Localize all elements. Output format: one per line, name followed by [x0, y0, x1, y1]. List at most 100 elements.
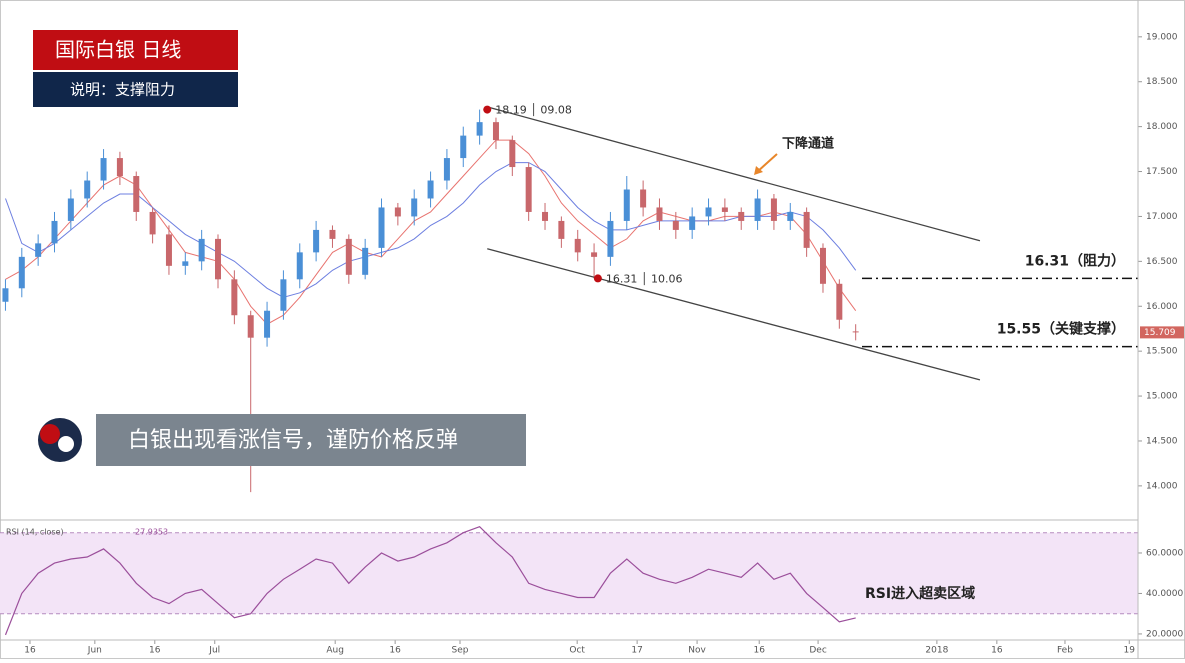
candle-body [411, 198, 418, 217]
candle-body [721, 207, 728, 212]
candle-body [100, 158, 107, 181]
x-tick-label: 16 [991, 646, 1003, 656]
y-tick-label: 18.000 [1146, 122, 1178, 132]
candle-body [182, 261, 189, 266]
banner-box [96, 414, 526, 466]
x-tick-label: 16 [753, 646, 765, 656]
x-tick-label: 2018 [925, 646, 948, 656]
candle-body [231, 279, 238, 316]
rsi-band [0, 532, 1138, 614]
candle-body [427, 180, 434, 199]
candle-body [591, 252, 598, 257]
channel-line [487, 248, 981, 381]
x-tick-label: 16 [24, 646, 36, 656]
channel-label: 下降通道 [782, 136, 834, 152]
candle-body [264, 310, 271, 338]
y-tick-label: 19.000 [1146, 32, 1178, 42]
rsi-title: RSI (14, close) [6, 528, 64, 537]
x-tick-label: Sep [452, 646, 469, 656]
candle-body [84, 180, 91, 199]
candle-body [329, 229, 336, 239]
y-tick-label: 14.000 [1146, 481, 1178, 491]
candle-body [574, 238, 581, 253]
rsi-annotation: RSI进入超卖区域 [865, 585, 975, 602]
moving-average [5, 162, 857, 298]
logo [38, 418, 82, 462]
marker-label: 16.31 │ 10.06 [606, 271, 683, 285]
arrow-head [754, 166, 763, 175]
candle-body [689, 216, 696, 230]
subtitle-box [33, 72, 238, 107]
candle-body [215, 238, 222, 280]
moving-average [5, 139, 857, 325]
candle-body [852, 331, 859, 333]
candle-body [460, 135, 467, 159]
candle-body [492, 122, 499, 141]
marker-label: 18.19 │ 09.08 [495, 103, 572, 117]
candle-body [35, 243, 42, 257]
subtitle: 说明：支撑阻力 [70, 81, 175, 99]
y-tick-label: 60.0000 [1146, 548, 1183, 558]
rsi-value: 27.9353 [135, 528, 168, 537]
y-tick-label: 16.000 [1146, 302, 1178, 312]
candle-body [133, 176, 140, 212]
y-tick-label: 17.000 [1146, 212, 1178, 222]
candle-body [313, 229, 320, 253]
price-tag-label: 15.709 [1144, 328, 1176, 338]
title: 国际白银 日线 [55, 38, 181, 62]
candle-body [296, 252, 303, 280]
candle-body [165, 234, 172, 266]
y-tick-label: 15.000 [1146, 392, 1178, 402]
candle-body [656, 207, 663, 221]
candle-body [149, 211, 156, 235]
y-tick-label: 18.500 [1146, 77, 1178, 87]
x-tick-label: 16 [389, 646, 401, 656]
candle-body [394, 207, 401, 217]
y-tick-label: 17.500 [1146, 167, 1178, 177]
candle-body [2, 288, 9, 302]
banner: 白银出现看涨信号，谨防价格反弹 [128, 428, 458, 453]
candle-body [738, 211, 745, 221]
channel-line [487, 106, 981, 242]
x-tick-label: 17 [631, 646, 642, 656]
candle-body [525, 167, 532, 212]
candle-body [787, 211, 794, 221]
y-tick-label: 20.0000 [1146, 629, 1183, 639]
candle-body [509, 140, 516, 168]
candle-body [18, 256, 25, 289]
x-tick-label: Jul [208, 646, 220, 656]
candle-body [198, 238, 205, 262]
candle-body [378, 207, 385, 248]
candle-body [754, 198, 761, 221]
candle-body [770, 198, 777, 221]
candle-body [362, 247, 369, 275]
x-tick-label: 19 [1124, 646, 1136, 656]
y-tick-label: 14.500 [1146, 436, 1178, 446]
candle-body [623, 189, 630, 221]
candle-body [705, 207, 712, 217]
candle-body [67, 198, 74, 221]
x-tick-label: Nov [688, 646, 706, 656]
candle-body [640, 189, 647, 208]
candle-body [280, 279, 287, 311]
candle-body [51, 220, 58, 244]
arrow [756, 153, 778, 173]
candle-body [247, 315, 254, 338]
x-tick-label: Oct [569, 646, 585, 656]
candle-body [607, 220, 614, 257]
rsi-line [4, 526, 856, 636]
candle-body [476, 122, 483, 136]
x-tick-label: Feb [1057, 646, 1073, 656]
candle-body [819, 247, 826, 284]
level-label: 15.55（关键支撑） [997, 321, 1125, 338]
candle-body [836, 283, 843, 320]
title-box [33, 30, 238, 70]
price-tag [1140, 326, 1184, 339]
x-tick-label: Dec [809, 646, 826, 656]
point-marker [593, 274, 602, 283]
y-tick-label: 15.500 [1146, 347, 1178, 357]
candle-body [672, 220, 679, 230]
point-marker [483, 105, 492, 114]
x-tick-label: Jun [87, 646, 102, 656]
